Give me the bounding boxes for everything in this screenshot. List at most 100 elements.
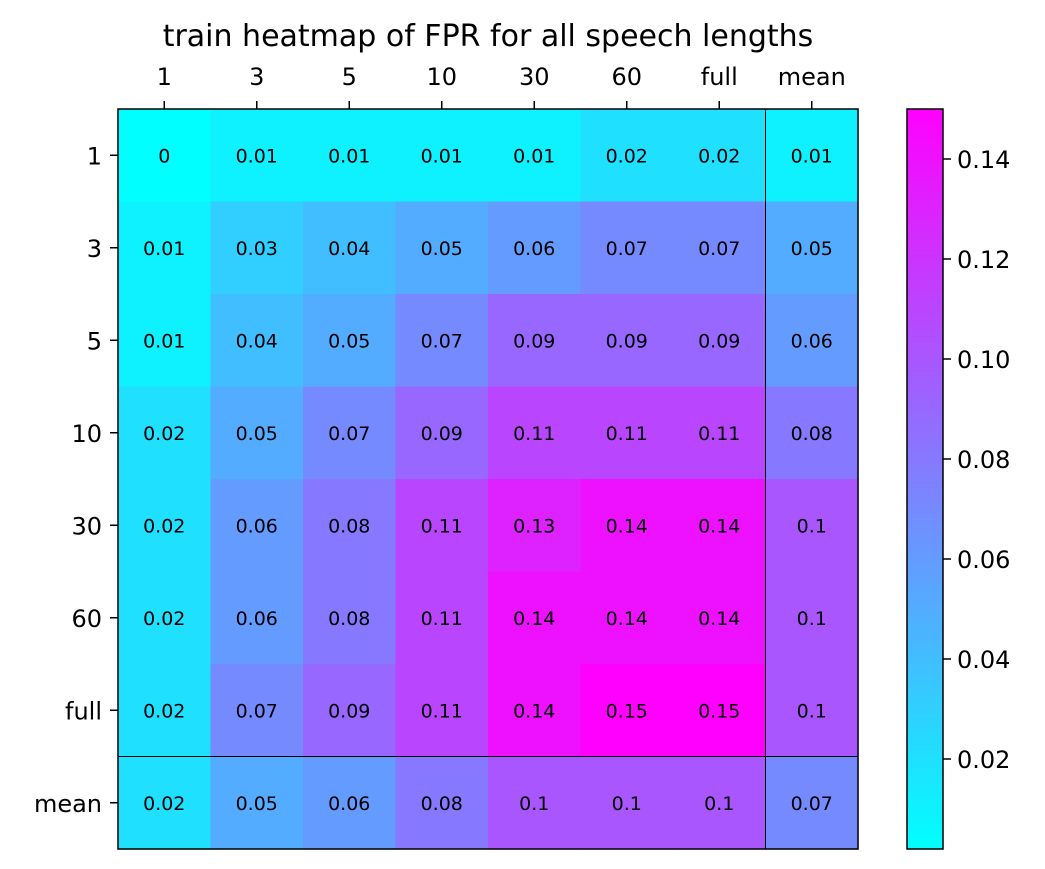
heatmap-cell xyxy=(118,571,212,665)
cell-value-label: 0.15 xyxy=(606,700,648,722)
cell-value-label: 0.05 xyxy=(421,238,463,260)
heatmap-cell xyxy=(210,109,304,203)
cell-value-label: 0.11 xyxy=(421,515,463,537)
cell-value-label: 0.08 xyxy=(421,793,463,815)
heatmap-cell xyxy=(673,386,767,480)
heatmap-cell xyxy=(303,479,397,573)
y-tick-label: 10 xyxy=(71,420,102,448)
heatmap-cell xyxy=(303,664,397,758)
cell-value-label: 0.11 xyxy=(698,423,740,445)
cell-value-label: 0.06 xyxy=(236,608,278,630)
heatmap-cell xyxy=(118,664,212,758)
cell-value-label: 0.07 xyxy=(236,700,278,722)
heatmap-cell xyxy=(580,756,674,850)
cell-value-label: 0.01 xyxy=(513,145,555,167)
heatmap-cell xyxy=(303,386,397,480)
cell-value-label: 0.05 xyxy=(236,423,278,445)
cell-value-label: 0.07 xyxy=(606,238,648,260)
heatmap-cell xyxy=(673,109,767,203)
cell-value-label: 0.09 xyxy=(421,423,463,445)
heatmap-cell xyxy=(673,479,767,573)
colorbar-tick-label: 0.12 xyxy=(957,246,1010,274)
heatmap-cell xyxy=(488,664,582,758)
heatmap-cell xyxy=(673,664,767,758)
heatmap-cell xyxy=(395,756,489,850)
cell-value-label: 0.01 xyxy=(791,145,833,167)
heatmap-cell xyxy=(395,571,489,665)
heatmap-cell xyxy=(210,386,304,480)
x-tick-label: full xyxy=(701,63,738,91)
cell-value-label: 0.06 xyxy=(513,238,555,260)
cell-value-label: 0.14 xyxy=(698,608,740,630)
cell-value-label: 0.1 xyxy=(797,515,827,537)
heatmap-cell xyxy=(210,664,304,758)
colorbar-gradient xyxy=(906,108,944,850)
heatmap-cell xyxy=(488,571,582,665)
cell-value-label: 0.02 xyxy=(606,145,648,167)
cell-value-label: 0.01 xyxy=(236,145,278,167)
heatmap-cell xyxy=(488,756,582,850)
heatmap-cell xyxy=(765,479,859,573)
cell-value-label: 0.14 xyxy=(606,515,648,537)
heatmap-cell xyxy=(395,386,489,480)
cell-value-label: 0.14 xyxy=(698,515,740,537)
cell-value-label: 0.13 xyxy=(513,515,555,537)
cell-value-label: 0.06 xyxy=(328,793,370,815)
heatmap-cell xyxy=(210,201,304,295)
cell-value-label: 0.05 xyxy=(236,793,278,815)
cell-value-label: 0.11 xyxy=(421,608,463,630)
heatmap-cell xyxy=(580,664,674,758)
heatmap-cell xyxy=(118,756,212,850)
heatmap-cell xyxy=(580,571,674,665)
heatmap-cell xyxy=(765,664,859,758)
heatmap-cell xyxy=(395,294,489,388)
heatmap-cell xyxy=(395,201,489,295)
cell-value-label: 0.07 xyxy=(421,330,463,352)
cell-value-label: 0.11 xyxy=(421,700,463,722)
cell-value-label: 0.05 xyxy=(328,330,370,352)
x-tick-label: 1 xyxy=(157,63,172,91)
x-tick-label: 5 xyxy=(342,63,357,91)
y-tick-label: 30 xyxy=(71,512,102,540)
mean-separators xyxy=(118,109,858,849)
heatmap-cell xyxy=(395,664,489,758)
cell-value-label: 0.09 xyxy=(328,700,370,722)
cell-value-label: 0.14 xyxy=(606,608,648,630)
cell-value-label: 0.1 xyxy=(797,700,827,722)
y-axis-ticks: 1 3 5 10 30 60 full mean xyxy=(34,142,118,818)
heatmap-cell xyxy=(580,201,674,295)
heatmap-cell xyxy=(303,201,397,295)
heatmap-cell xyxy=(488,386,582,480)
cell-value-label: 0.05 xyxy=(791,238,833,260)
cell-value-label: 0.06 xyxy=(791,330,833,352)
cell-value-label: 0.07 xyxy=(698,238,740,260)
heatmap-cell xyxy=(673,756,767,850)
y-tick-label: 1 xyxy=(87,142,102,170)
colorbar-tick-label: 0.08 xyxy=(957,446,1010,474)
cell-value-label: 0.08 xyxy=(791,423,833,445)
cell-value-label: 0.08 xyxy=(328,515,370,537)
cell-value-label: 0.1 xyxy=(797,608,827,630)
heatmap-cell xyxy=(488,109,582,203)
heatmap-cell xyxy=(765,386,859,480)
heatmap-cell xyxy=(673,201,767,295)
cell-value-label: 0.07 xyxy=(791,793,833,815)
cell-value-label: 0.02 xyxy=(698,145,740,167)
x-tick-label: 30 xyxy=(519,63,550,91)
colorbar-tick-label: 0.04 xyxy=(957,646,1010,674)
y-tick-label: mean xyxy=(34,790,102,818)
heatmap-cell xyxy=(118,201,212,295)
cell-value-label: 0.04 xyxy=(236,330,278,352)
chart-title: train heatmap of FPR for all speech leng… xyxy=(163,19,814,54)
cell-value-label: 0.14 xyxy=(513,608,555,630)
heatmap-cell xyxy=(673,294,767,388)
heatmap-cell xyxy=(580,479,674,573)
heatmap-cell xyxy=(488,201,582,295)
heatmap-cell xyxy=(118,294,212,388)
y-tick-label: 60 xyxy=(71,605,102,633)
cell-value-label: 0.14 xyxy=(513,700,555,722)
heatmap-cell xyxy=(210,756,304,850)
heatmap-cell xyxy=(765,109,859,203)
